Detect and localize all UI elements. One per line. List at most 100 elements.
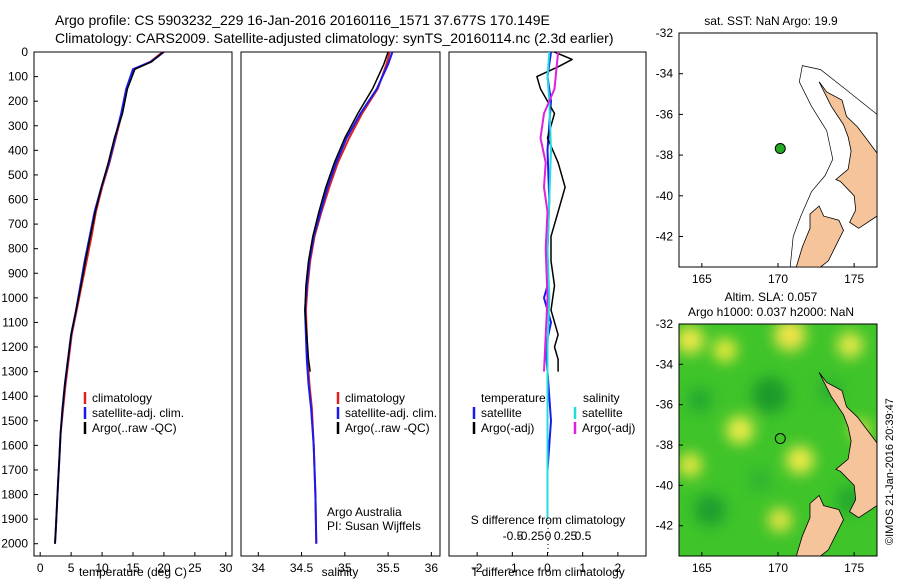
temperature-legend: climatology satellite-adj. clim. Argo(..…: [83, 391, 184, 435]
depth-tick-label: 1500: [1, 414, 28, 428]
s-diff-tick-label: -0.25: [517, 529, 545, 543]
map-x-tick-label: 165: [692, 272, 712, 286]
series-argo-raw-qc-: [54, 51, 164, 544]
depth-tick-label: 1200: [1, 340, 28, 354]
imos-watermark: ©IMOS 21-Jan-2016 20:39:47: [884, 398, 896, 545]
sst-map-panel: sat. SST: NaN Argo: 19.9 165 170 175 -32 -34…: [656, 14, 878, 286]
x-tick-label: 25: [188, 561, 202, 575]
sst-map-title: sat. SST: NaN Argo: 19.9: [704, 14, 838, 28]
sla-patch: [750, 470, 770, 490]
sla-patch: [774, 324, 806, 351]
difference-legend: temperature salinity satellite Argo(-adj…: [472, 391, 635, 435]
depth-tick-label: 1800: [1, 488, 28, 502]
series-satellite-adj-clim-: [304, 51, 394, 544]
x-tick-label: 35.5: [376, 561, 400, 575]
map-y-tick-label: -38: [656, 148, 674, 162]
series-salinity-satellite: [546, 51, 552, 520]
sla-patch: [688, 388, 712, 412]
south-island: [795, 494, 844, 556]
series-argo-raw-qc-: [304, 51, 389, 372]
credit-line1: Argo Australia: [327, 505, 402, 519]
sla-patch: [786, 446, 814, 474]
map-y-tick-label: -32: [656, 26, 674, 40]
map-y-tick-label: -38: [656, 438, 674, 452]
depth-tick-label: 500: [8, 168, 28, 182]
map-x-tick-label: 170: [768, 561, 788, 575]
temperature-xlabel: temperature (deg C): [79, 565, 187, 579]
depth-tick-label: 200: [8, 94, 28, 108]
x-tick-label: 36: [425, 561, 439, 575]
x-tick-label: 30: [219, 561, 233, 575]
map-x-tick-label: 175: [844, 561, 864, 575]
series-climatology: [304, 51, 391, 544]
depth-tick-label: 1300: [1, 365, 28, 379]
sla-patch: [679, 326, 704, 354]
sla-map-title2: Argo h1000: 0.037 h2000: NaN: [688, 305, 854, 319]
legend-salinity-head: salinity: [583, 391, 620, 405]
x-tick-label: 34: [252, 561, 266, 575]
s-diff-tick-label: 0.25: [554, 529, 578, 543]
argo-float-marker: [774, 433, 786, 445]
sla-map-title1: Altim. SLA: 0.057: [725, 290, 818, 304]
depth-tick-label: 400: [8, 143, 28, 157]
x-tick-label: 34.5: [290, 561, 314, 575]
legend-t-satellite-label: satellite: [481, 406, 522, 420]
shelf-contour: [789, 65, 878, 268]
sla-patch: [768, 508, 792, 532]
map-y-tick-label: -32: [656, 317, 674, 331]
north-island: [818, 372, 877, 519]
x-tick-label: -2: [472, 561, 483, 575]
credit-line2: PI: Susan Wijffels: [327, 519, 421, 533]
x-tick-label: 0: [544, 561, 551, 575]
depth-tick-label: 600: [8, 193, 28, 207]
legend-satellite-label: satellite-adj. clim.: [92, 406, 184, 420]
difference-panel: -2 -1 0 1 2-0.5-0.25 0 0.250.5 S difference fr…: [448, 51, 647, 579]
legend-argo-label: Argo(..raw -QC): [92, 421, 177, 435]
depth-tick-label: 2000: [1, 537, 28, 551]
series-satellite-adj-clim-: [54, 51, 165, 544]
map-x-tick-label: 175: [844, 272, 864, 286]
salinity-xlabel: salinity: [322, 565, 359, 579]
legend-temperature-head: temperature: [481, 391, 546, 405]
salinity-legend: climatology satellite-adj. clim. Argo(..…: [336, 391, 437, 435]
legend-s-argo-label: Argo(-adj): [582, 421, 635, 435]
s-diff-tick-label: 0: [545, 529, 552, 543]
depth-tick-label: 100: [8, 70, 28, 84]
map-y-tick-label: -40: [656, 478, 674, 492]
x-tick-label: 1: [579, 561, 586, 575]
x-tick-label: 0: [37, 561, 44, 575]
sla-patch: [679, 453, 702, 477]
series-salinity-argo-adj-: [539, 51, 560, 372]
map-y-tick-label: -42: [656, 519, 674, 533]
x-tick-label: 2: [615, 561, 622, 575]
x-tick-label: 15: [126, 561, 140, 575]
legend-argo-label: Argo(..raw -QC): [345, 421, 430, 435]
depth-tick-label: 1100: [2, 315, 28, 329]
depth-tick-label: 1900: [1, 512, 28, 526]
x-tick-label: 5: [68, 561, 75, 575]
t-diff-xlabel: T difference from climatology: [471, 565, 625, 579]
map-x-tick-label: 165: [692, 561, 712, 575]
legend-satellite-label: satellite-adj. clim.: [345, 406, 437, 420]
s-diff-xlabel: S difference from climatology: [471, 513, 626, 527]
x-tick-label: -1: [507, 561, 518, 575]
x-tick-label: 10: [95, 561, 109, 575]
depth-tick-label: 0: [21, 45, 28, 59]
map-y-tick-label: -34: [656, 357, 674, 371]
argo-float-marker: [774, 143, 786, 155]
map-y-tick-label: -34: [656, 67, 674, 81]
sla-patch: [752, 377, 788, 413]
map-y-tick-label: -36: [656, 107, 674, 121]
south-island: [795, 205, 844, 268]
sla-patch: [726, 416, 754, 444]
temperature-panel: 0100200300400500600700800900100011001200…: [1, 45, 233, 579]
x-tick-label: 20: [157, 561, 171, 575]
series-climatology: [54, 51, 164, 544]
depth-tick-label: 1400: [1, 389, 28, 403]
depth-tick-label: 800: [8, 242, 28, 256]
depth-tick-label: 1700: [1, 463, 28, 477]
depth-tick-label: 1000: [1, 291, 28, 305]
header-line2: Climatology: CARS2009. Satellite-adjuste…: [55, 30, 613, 46]
x-tick-label: 35: [338, 561, 352, 575]
